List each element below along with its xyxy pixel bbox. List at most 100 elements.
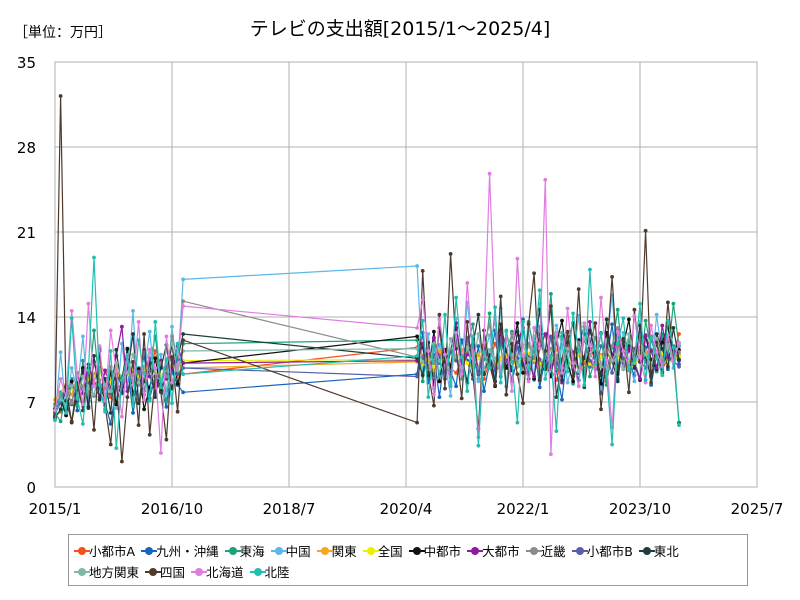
data-point: [476, 312, 481, 317]
data-point: [537, 378, 542, 382]
legend-label: 四国: [160, 565, 186, 580]
chart-title: テレビの支出額[2015/1～2025/4]: [249, 18, 551, 40]
data-point: [120, 414, 124, 419]
legend-label: 九州・沖縄: [156, 544, 219, 559]
data-point: [632, 313, 637, 318]
data-point: [599, 295, 603, 300]
data-point: [81, 358, 85, 363]
data-point: [92, 428, 96, 432]
legend-marker: [74, 567, 90, 577]
data-point: [420, 373, 425, 378]
data-point: [476, 356, 481, 361]
data-point: [610, 275, 614, 279]
legend-label: 北陸: [264, 565, 290, 580]
data-point: [515, 345, 520, 350]
data-point: [482, 389, 486, 393]
data-point: [504, 328, 509, 333]
data-point: [92, 392, 96, 397]
data-point: [627, 344, 631, 348]
data-point: [136, 380, 141, 385]
data-point: [420, 269, 425, 273]
data-point: [554, 429, 559, 433]
data-point: [159, 366, 163, 370]
data-point: [142, 332, 147, 336]
data-point: [543, 349, 548, 353]
data-point: [627, 317, 631, 322]
data-point: [465, 345, 470, 350]
data-point: [576, 287, 581, 291]
data-point: [471, 322, 475, 327]
data-point: [114, 369, 119, 374]
data-point: [159, 390, 163, 395]
data-point: [147, 374, 152, 379]
data-point: [58, 377, 63, 381]
data-point: [142, 397, 147, 402]
data-point: [677, 423, 681, 427]
data-point: [415, 334, 419, 339]
data-point: [170, 380, 174, 385]
data-point: [81, 422, 85, 426]
data-point: [454, 295, 458, 300]
data-point: [448, 337, 453, 341]
data-point: [131, 383, 135, 387]
legend-marker: [525, 546, 542, 556]
data-point: [482, 350, 486, 355]
data-point: [543, 177, 548, 182]
data-point: [181, 372, 186, 376]
data-point: [58, 419, 63, 424]
data-point: [615, 379, 620, 384]
legend-item: 中国: [270, 540, 311, 561]
data-point: [526, 379, 531, 384]
data-point: [69, 419, 74, 424]
data-point: [108, 349, 113, 353]
data-point: [565, 306, 570, 311]
data-point: [58, 94, 63, 98]
data-point: [415, 326, 419, 330]
data-point: [599, 332, 603, 336]
data-point: [432, 361, 436, 365]
data-point: [521, 320, 525, 324]
data-point: [443, 312, 447, 317]
data-point: [654, 332, 659, 336]
legend-marker: [74, 546, 90, 556]
legend-marker: [571, 546, 588, 556]
data-point: [588, 358, 592, 363]
data-point: [53, 418, 57, 423]
data-point: [181, 299, 186, 304]
data-point: [147, 347, 152, 352]
data-point: [454, 346, 458, 351]
data-point: [571, 374, 575, 379]
data-point: [108, 442, 113, 447]
data-point: [543, 377, 548, 381]
data-point: [164, 391, 169, 396]
data-point: [621, 316, 626, 321]
data-point: [175, 362, 180, 367]
data-point: [125, 346, 130, 351]
legend-marker: [224, 546, 241, 556]
series-line: [54, 95, 680, 463]
data-point: [610, 358, 614, 363]
data-point: [515, 329, 520, 334]
data-point: [170, 334, 174, 339]
data-point: [108, 328, 113, 333]
legend-marker: [145, 567, 162, 577]
chart-axis-labels: 0 7 14 21 28 35 2015/1 2016/10 2018/7 2020/4 2022/…: [17, 54, 783, 518]
data-point: [521, 354, 525, 358]
chart-legend: 小都市A 九州・沖縄 東海 中国 関東 全国 中都市 大都市 近畿 小都市B 東北 地方関東 四国 北海道…: [68, 534, 748, 586]
data-point: [649, 323, 653, 328]
data-point: [164, 437, 169, 442]
data-point: [654, 340, 659, 345]
legend-item: 東北: [638, 540, 679, 561]
data-point: [86, 406, 91, 410]
data-point: [515, 372, 520, 376]
legend-item: 中都市: [408, 540, 461, 561]
data-point: [515, 420, 520, 425]
data-point: [560, 378, 564, 382]
data-point: [58, 407, 63, 412]
data-point: [432, 403, 436, 408]
data-point: [459, 372, 464, 376]
data-point: [576, 384, 581, 389]
data-point: [153, 395, 158, 399]
data-point: [420, 298, 425, 302]
data-point: [610, 442, 614, 447]
